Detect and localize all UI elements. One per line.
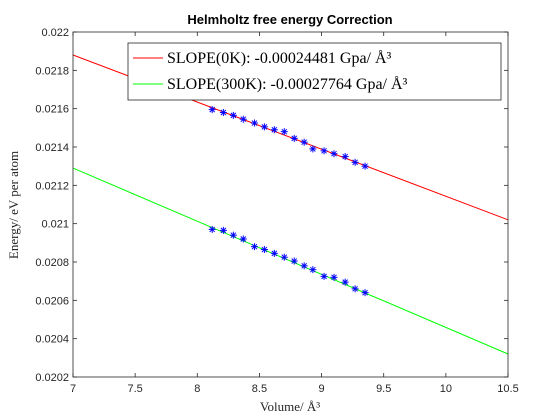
- data-point: [361, 289, 369, 297]
- data-point: [300, 138, 308, 146]
- data-point: [260, 246, 268, 254]
- data-point: [270, 249, 278, 257]
- data-point: [341, 278, 349, 286]
- data-point: [219, 109, 227, 116]
- data-point: [320, 147, 328, 155]
- y-tick-label: 0.0206: [35, 295, 69, 307]
- x-tick-label: 10: [440, 383, 452, 395]
- data-point: [351, 158, 359, 166]
- data-point: [290, 134, 298, 142]
- chart-title: Helmholtz free energy Correction: [187, 12, 392, 27]
- y-tick-label: 0.0202: [35, 372, 69, 384]
- y-tick-label: 0.0204: [35, 334, 69, 346]
- y-tick-label: 0.0218: [35, 65, 69, 77]
- data-point: [280, 253, 288, 261]
- data-point: [341, 153, 349, 161]
- x-tick-label: 10.5: [497, 383, 518, 395]
- data-point: [300, 262, 308, 270]
- x-tick-label: 9.5: [376, 383, 391, 395]
- legend: SLOPE(0K): -0.00024481 Gpa/ Å³ SLOPE(300…: [127, 42, 502, 101]
- data-point: [351, 285, 359, 293]
- axes-box: [72, 31, 509, 378]
- data-point: [229, 231, 237, 239]
- axes: [72, 31, 509, 378]
- x-tick-label: 8.5: [252, 383, 267, 395]
- x-tick-label: 9: [319, 383, 325, 395]
- data-point: [239, 115, 247, 123]
- data-point: [361, 162, 369, 170]
- data-point: [280, 128, 288, 136]
- data-point: [270, 126, 278, 134]
- data-point: [219, 226, 227, 234]
- fit-line-series-1: [72, 167, 509, 355]
- y-tick-label: 0.021: [41, 219, 69, 231]
- y-axis-label: Energy/ eV per atom: [6, 151, 21, 259]
- y-tick-label: 0.022: [41, 27, 69, 39]
- x-tick-label: 7: [70, 383, 76, 395]
- data-point: [250, 119, 258, 127]
- data-point: [309, 266, 317, 274]
- y-ticks: 0.0202 0.0204 0.0206 0.0208 0.021 0.0212 0.021…: [35, 27, 508, 384]
- data-point: [208, 225, 216, 233]
- y-tick-label: 0.0214: [35, 142, 69, 154]
- data-markers: [208, 106, 369, 297]
- y-tick-label: 0.0212: [35, 180, 69, 192]
- legend-label-300k: SLOPE(300K): -0.00027764 Gpa/ Å³: [167, 75, 408, 93]
- data-point: [239, 235, 247, 243]
- legend-label-0k: SLOPE(0K): -0.00024481 Gpa/ Å³: [167, 49, 392, 67]
- x-ticks: 7 7.5 8 8.5 9 9.5 10 10.5: [70, 32, 519, 395]
- data-point: [309, 145, 317, 153]
- y-tick-label: 0.0208: [35, 257, 69, 269]
- data-point: [330, 273, 338, 281]
- x-axis-label: Volume/ Å³: [260, 399, 320, 414]
- data-point: [260, 123, 268, 131]
- x-tick-label: 7.5: [127, 383, 142, 395]
- data-point: [250, 243, 258, 251]
- data-point: [290, 257, 298, 265]
- data-point: [208, 106, 216, 114]
- legend-box: [127, 42, 502, 101]
- data-point: [320, 272, 328, 280]
- x-tick-label: 8: [194, 383, 200, 395]
- data-point: [229, 111, 237, 119]
- y-tick-label: 0.0216: [35, 104, 69, 116]
- data-point: [330, 150, 338, 158]
